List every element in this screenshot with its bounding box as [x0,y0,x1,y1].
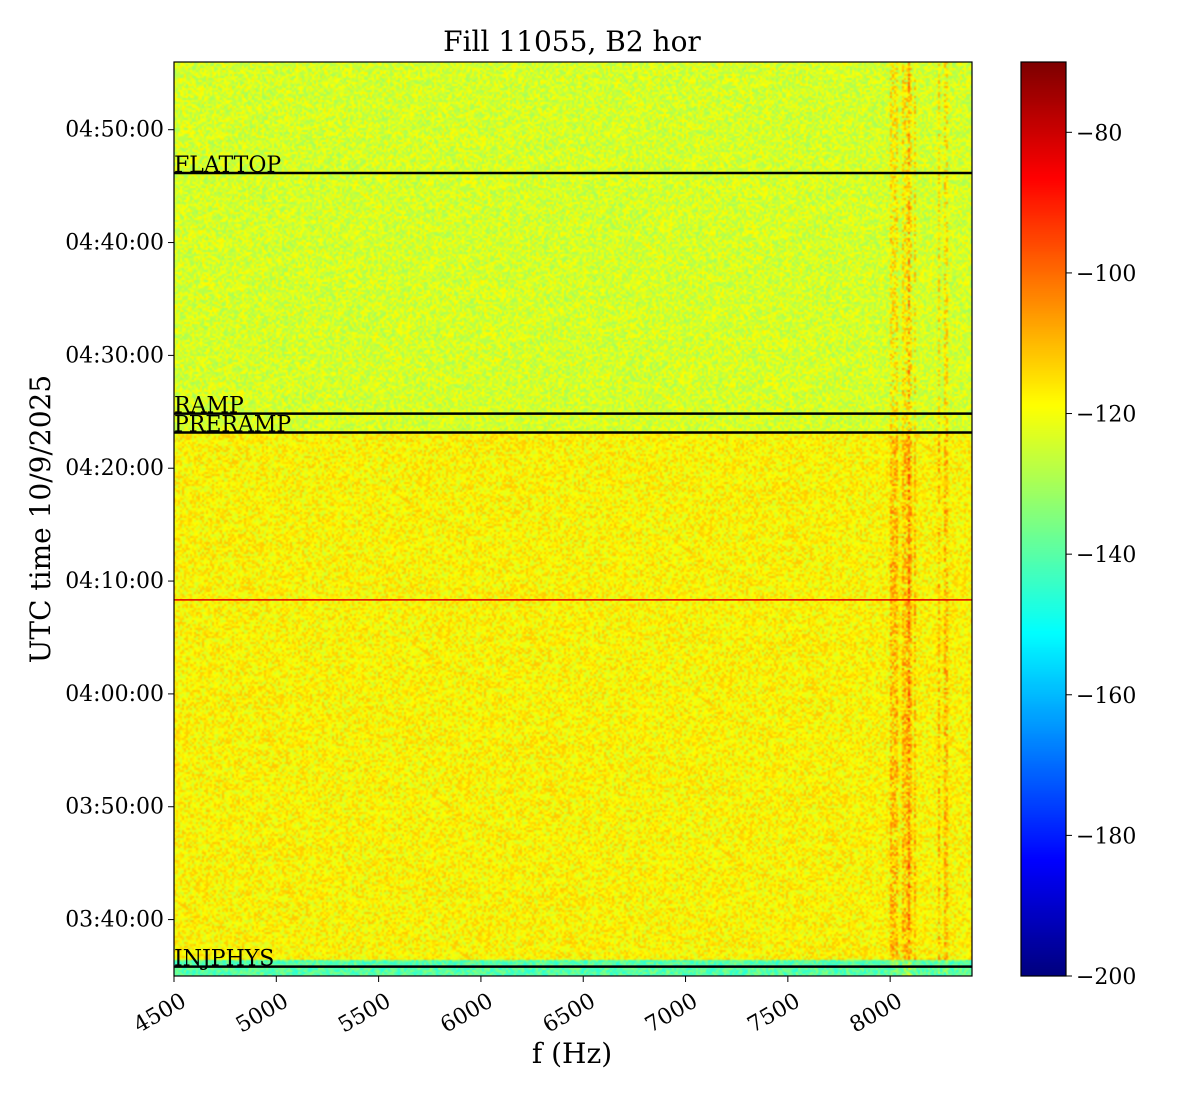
y-tick-label: 04:40:00 [65,231,164,256]
y-tick-label: 04:00:00 [65,682,164,707]
y-tick-label: 03:40:00 [65,908,164,933]
y-tick-label: 04:50:00 [65,118,164,143]
colorbar-tick-label: −200 [1076,965,1136,990]
y-tick-label: 03:50:00 [65,795,164,820]
y-tick-label: 04:20:00 [65,456,164,481]
colorbar-tick-label: −140 [1076,543,1136,568]
chart-title: Fill 11055, B2 hor [443,25,701,58]
plot-frame [173,61,973,977]
x-axis-label: f (Hz) [532,1037,612,1070]
y-tick-label: 04:30:00 [65,343,164,368]
y-tick-label: 04:10:00 [65,569,164,594]
x-tick-label: 6500 [539,989,600,1039]
colorbar-frame [1020,61,1067,977]
x-tick-label: 6000 [437,989,498,1039]
x-axis: 4500 5000 5500 6000 6500 7000 7500 8000 [130,976,907,1038]
colorbar-tick-label: −80 [1076,121,1122,146]
x-tick-label: 5000 [232,989,293,1039]
y-axis-label: UTC time 10/9/2025 [24,375,57,663]
colorbar-tick-label: −180 [1076,824,1136,849]
colorbar-tick-label: −100 [1076,262,1136,287]
heatmap-image [174,62,972,976]
phase-marker-label: FLATTOP [174,153,281,178]
x-tick-label: 4500 [130,989,191,1039]
phase-marker-label: RAMP [174,394,244,419]
colorbar-tick-label: −120 [1076,403,1136,428]
phase-marker-label: PRERAMP [174,412,291,437]
x-tick-label: 7000 [641,989,702,1039]
colorbar-gradient [1021,62,1066,976]
y-axis: 03:40:00 03:50:00 04:00:00 04:10:00 04:20:00… [65,118,174,933]
colorbar-tick-label: −160 [1076,684,1136,709]
phase-marker-label: INJPHYS [174,947,274,972]
x-tick-label: 8000 [846,989,907,1039]
colorbar: −80 −100 −120 −140 −160 −180 −200 [1020,61,1136,990]
x-tick-label: 7500 [743,989,804,1039]
x-tick-label: 5500 [334,989,395,1039]
